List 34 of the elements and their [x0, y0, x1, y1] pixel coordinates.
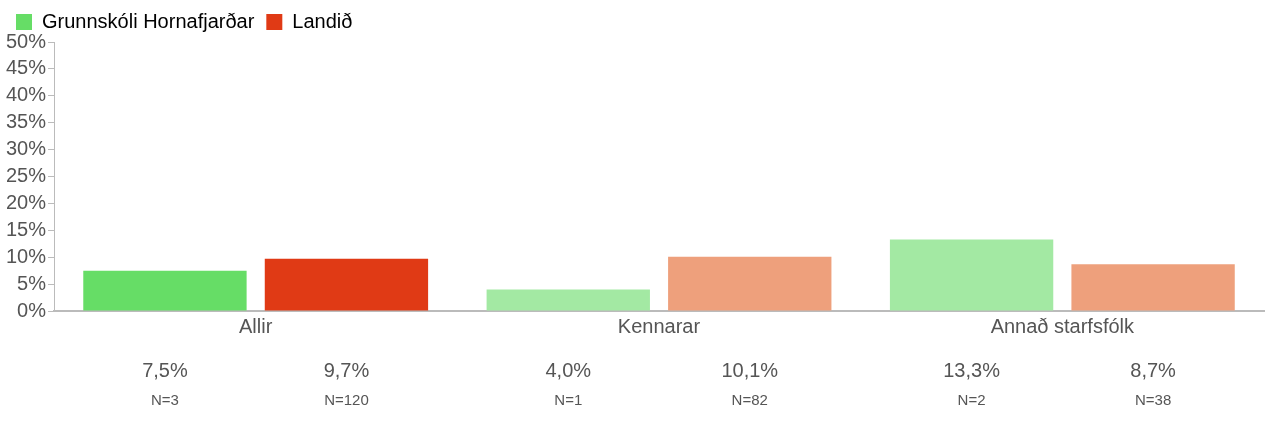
y-tick-label: 30%	[6, 137, 47, 160]
data-label: 7,5%	[142, 358, 188, 381]
x-tick-label: Allir	[239, 314, 273, 337]
x-tick-label: Kennarar	[617, 314, 701, 337]
y-tick-label: 25%	[6, 164, 47, 187]
text: N=38	[1134, 391, 1172, 409]
text: N=1	[554, 391, 583, 409]
data-label: 10,1%	[721, 358, 779, 381]
y-tick-label: 5%	[17, 271, 47, 294]
y-tick-label: 15%	[6, 217, 47, 240]
bar	[486, 289, 650, 311]
data-label: 9,7%	[323, 358, 370, 381]
legend-label: Grunnskóli Hornafjarðar	[42, 9, 255, 32]
bar	[668, 256, 832, 311]
bar	[264, 258, 429, 311]
y-tick-label: 0%	[17, 298, 47, 321]
y-tick-label: 40%	[6, 83, 47, 106]
bar	[1071, 264, 1235, 311]
text: N=120	[324, 391, 369, 409]
data-label: 8,7%	[1130, 358, 1177, 381]
bar	[83, 270, 247, 311]
y-tick-label: 35%	[6, 110, 47, 133]
data-label: 13,3%	[943, 358, 1001, 381]
y-tick-label: 45%	[6, 56, 47, 79]
text: N=3	[150, 391, 179, 409]
y-tick-label: 10%	[6, 244, 47, 267]
x-tick-label: Annað starfsfólk	[990, 314, 1136, 337]
y-tick-label: 20%	[6, 190, 47, 213]
y-tick-label: 50%	[6, 29, 47, 52]
bar	[889, 239, 1054, 311]
data-label: 4,0%	[545, 358, 592, 381]
text: N=2	[957, 391, 986, 409]
text: N=82	[731, 391, 768, 409]
legend-label: Landið	[292, 9, 353, 32]
